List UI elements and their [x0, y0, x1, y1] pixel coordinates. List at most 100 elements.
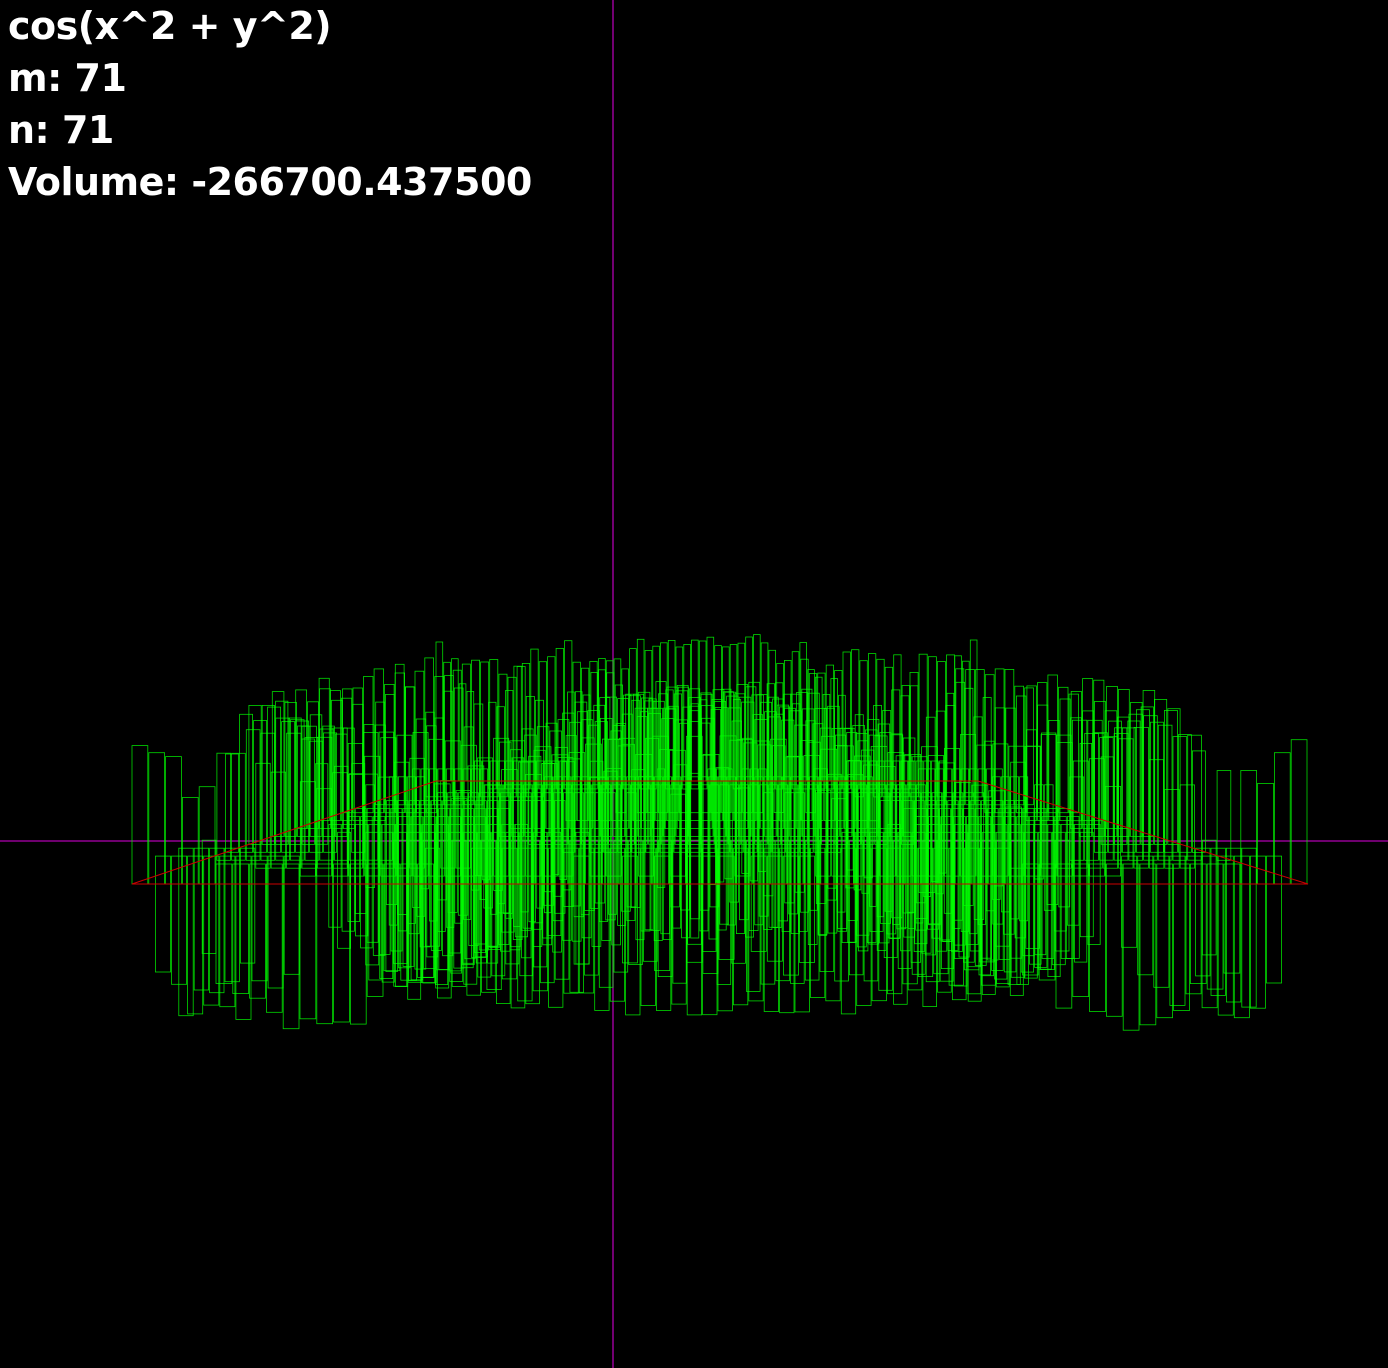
- surface-bar: [643, 839, 658, 962]
- surface-bar: [461, 663, 471, 798]
- surface-bar: [1137, 855, 1154, 976]
- surface-bar: [849, 839, 864, 976]
- surface-bar: [366, 863, 384, 997]
- surface-bar: [455, 790, 471, 869]
- surface-bar: [902, 847, 918, 985]
- surface-bar: [804, 839, 820, 981]
- surface-bar: [810, 847, 826, 998]
- surface-bar: [994, 847, 1011, 947]
- m-readout: m: 71: [8, 52, 532, 104]
- surface-bar: [891, 734, 904, 829]
- surface-bar: [578, 847, 595, 994]
- surface-bar: [1102, 736, 1118, 869]
- surface-bar: [1233, 855, 1250, 1019]
- surface-bar: [984, 740, 995, 814]
- surface-bar: [893, 839, 908, 1005]
- surface-bar: [911, 831, 926, 975]
- surface-bar: [840, 847, 857, 1015]
- surface-bar: [505, 831, 520, 965]
- surface-bar: [715, 767, 730, 853]
- surface-bar: [944, 748, 960, 877]
- surface-bar: [648, 713, 662, 845]
- surface-bar: [299, 863, 317, 1020]
- surface-bar: [1153, 855, 1170, 988]
- surface-bar: [687, 772, 702, 853]
- surface-bar: [510, 839, 526, 1009]
- surface-bar: [493, 737, 510, 877]
- surface-bar: [422, 839, 437, 984]
- surface-bar: [495, 839, 511, 1005]
- surface-bar: [1069, 776, 1085, 861]
- surface-bar: [727, 707, 741, 845]
- surface-bar: [1139, 863, 1157, 1026]
- surface-bar: [235, 855, 252, 1020]
- surface-bar: [1020, 824, 1034, 973]
- surface-bar: [1217, 855, 1234, 1016]
- surface-bar: [385, 816, 398, 972]
- volume-value: -266700.437500: [191, 160, 532, 204]
- surface-bar: [789, 710, 802, 837]
- surface-bar: [571, 784, 582, 942]
- surface-bar: [775, 839, 790, 982]
- surface-bar: [525, 696, 535, 798]
- surface-bar: [282, 863, 300, 1030]
- surface-bar: [428, 738, 445, 877]
- surface-bar: [466, 839, 481, 996]
- surface-bar: [304, 737, 320, 861]
- surface-bar: [275, 717, 290, 861]
- surface-bar: [364, 755, 381, 877]
- surface-bar: [613, 839, 629, 973]
- surface-bar: [907, 839, 923, 991]
- surface-bar: [754, 776, 764, 926]
- function-text: cos(x^2 + y^2): [8, 4, 332, 48]
- surface-bar: [1128, 713, 1144, 861]
- surface-bar: [231, 752, 246, 861]
- surface-bar: [911, 756, 928, 877]
- m-value: 71: [74, 56, 127, 100]
- surface-bar: [605, 696, 618, 829]
- surface-bar: [499, 741, 512, 837]
- surface-bar: [434, 676, 444, 806]
- surface-bar: [654, 855, 671, 971]
- surface-bar: [412, 732, 429, 877]
- surface-bar: [718, 855, 735, 960]
- volume-label: Volume:: [8, 160, 179, 204]
- surface-bar: [511, 757, 525, 837]
- surface-bar: [622, 855, 638, 964]
- surface-bar: [1206, 863, 1224, 990]
- surface-bar: [935, 710, 946, 806]
- surface-bar: [772, 698, 784, 830]
- surface-bar: [232, 863, 250, 995]
- surface-bar: [451, 839, 467, 987]
- surface-bar: [776, 704, 790, 837]
- surface-bar: [1089, 863, 1106, 1013]
- surface-bar: [435, 831, 450, 989]
- surface-bar: [763, 847, 780, 1012]
- volume-readout: Volume: -266700.437500: [8, 156, 532, 208]
- surface-bar: [996, 839, 1011, 984]
- surface-bar: [498, 673, 508, 798]
- surface-bar: [365, 831, 380, 966]
- surface-bar: [525, 774, 542, 877]
- surface-bar: [415, 718, 427, 814]
- surface-bar: [1079, 743, 1093, 837]
- surface-bar: [424, 847, 441, 947]
- surface-bar: [819, 839, 835, 972]
- surface-bar: [1133, 727, 1149, 869]
- surface-bar: [625, 693, 638, 837]
- surface-bar: [488, 824, 502, 950]
- surface-bar: [1022, 863, 1039, 976]
- surface-bar: [783, 855, 799, 976]
- surface-bar: [245, 729, 261, 861]
- surface-bar: [917, 847, 934, 978]
- surface-bar: [879, 766, 896, 877]
- surface-bar: [945, 705, 956, 806]
- surface-bar: [1087, 719, 1103, 869]
- surface-bar: [378, 776, 393, 861]
- surface-bar: [355, 824, 369, 937]
- surface-bar: [976, 744, 993, 877]
- surface-bar: [505, 690, 514, 790]
- surface-bar: [460, 744, 477, 877]
